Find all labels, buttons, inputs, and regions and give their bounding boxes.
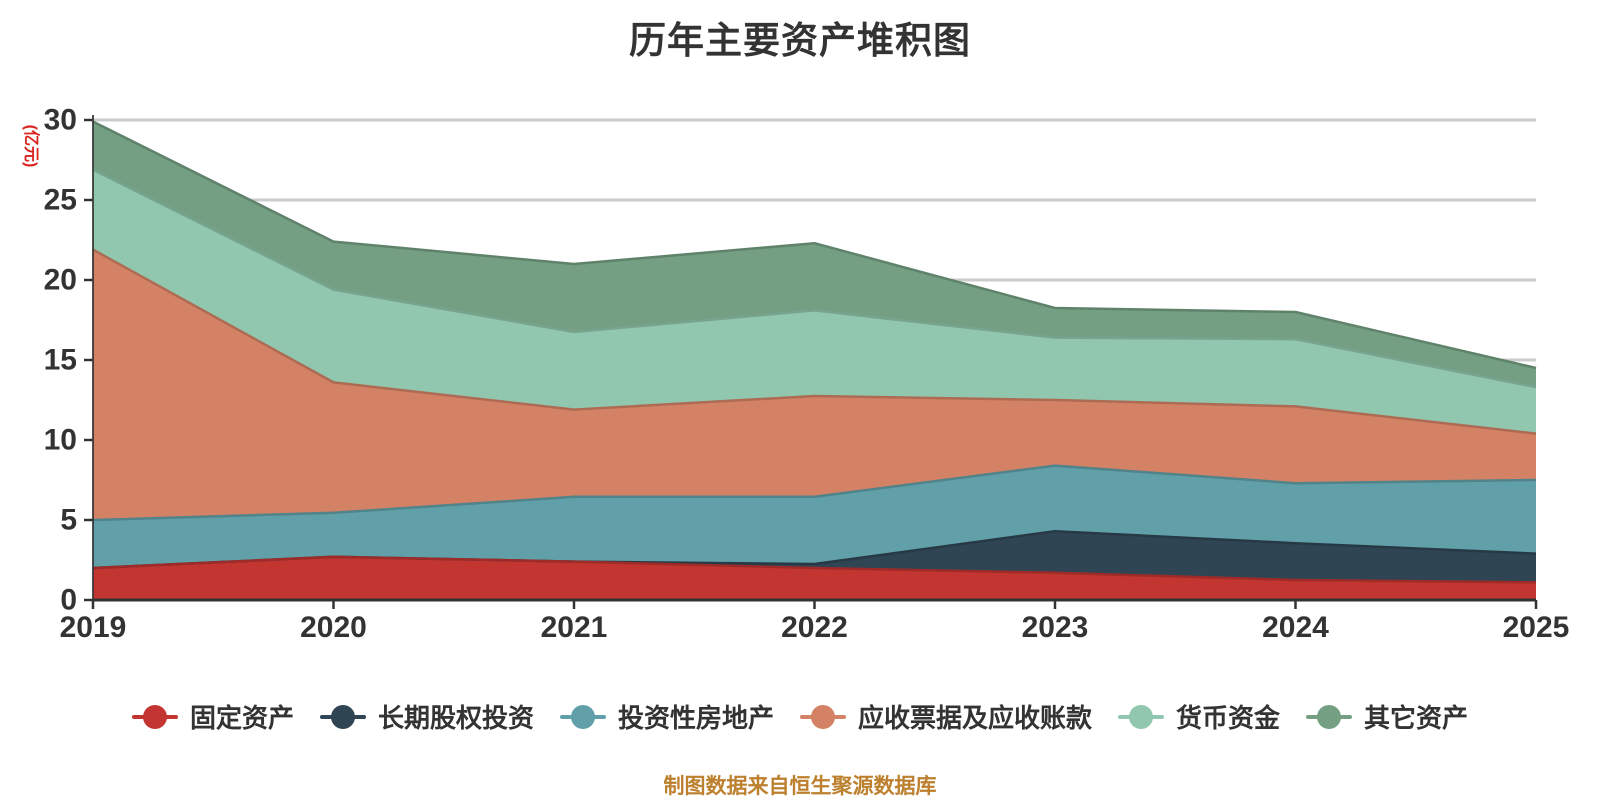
stacked-areas [93,121,1536,600]
y-axis-label-10: 10 [44,424,77,457]
legend-item-fixed-assets[interactable]: 固定资产 [131,698,294,735]
y-axis-label-20: 20 [44,264,77,297]
legend-label: 长期股权投资 [377,703,534,733]
x-axis-label-2019: 2019 [60,611,127,644]
legend-item-notes-and-accounts-receivable[interactable]: 应收票据及应收账款 [800,698,1092,735]
chart-title: 历年主要资产堆积图 [629,20,971,61]
y-axis-label-15: 15 [44,344,77,377]
x-axis-label-2023: 2023 [1022,611,1089,644]
area-monetary-funds [93,169,1536,434]
x-axis-label-2024: 2024 [1262,611,1329,644]
edge-line-investment-real-estate [92,464,1537,522]
axes [84,115,1538,609]
legend-label: 投资性房地产 [617,703,774,733]
edge-line-monetary-funds [92,168,1537,389]
x-axis-label-2022: 2022 [781,611,848,644]
data-source-footer: 制图数据来自恒生聚源数据库 [663,775,937,798]
x-axis-label-2025: 2025 [1503,611,1570,644]
y-axis-label-30: 30 [44,104,77,137]
area-fixed-assets [93,556,1536,600]
y-axis-label-0: 0 [60,584,77,617]
legend-item-monetary-funds[interactable]: 货币资金 [1118,698,1280,735]
legend-label: 其它资产 [1364,703,1469,733]
area-investment-real-estate [93,465,1536,568]
legend-line-circle-icon [131,704,178,730]
y-axis-label-25: 25 [44,184,77,217]
edge-line-other-assets [92,120,1537,370]
area-other-assets [93,121,1536,388]
legend-label: 应收票据及应收账款 [858,703,1093,733]
edge-line-fixed-assets [92,555,1537,584]
legend: 固定资产 长期股权投资 投资性房地产 应收票据及应收账款 货币资金 其它资产 [0,698,1600,735]
legend-line-circle-icon [559,704,606,730]
area-long-term-equity-investment [93,531,1536,583]
legend-line-circle-icon [800,704,846,730]
legend-item-other-assets[interactable]: 其它资产 [1306,698,1468,735]
edge-line-notes-and-accounts-receivable [92,248,1537,435]
legend-line-circle-icon [1306,704,1353,730]
series-edge-lines [92,120,1537,584]
legend-line-circle-icon [1118,704,1165,730]
legend-label: 货币资金 [1176,703,1281,733]
legend-item-long-term-equity-investment[interactable]: 长期股权投资 [319,698,534,735]
y-axis-label-5: 5 [60,504,77,537]
legend-label: 固定资产 [189,703,294,733]
x-axis-label-2021: 2021 [541,611,608,644]
legend-line-circle-icon [319,704,366,730]
legend-item-investment-real-estate[interactable]: 投资性房地产 [559,698,774,735]
area-notes-and-accounts-receivable [93,249,1536,520]
x-axis-label-2020: 2020 [300,611,367,644]
